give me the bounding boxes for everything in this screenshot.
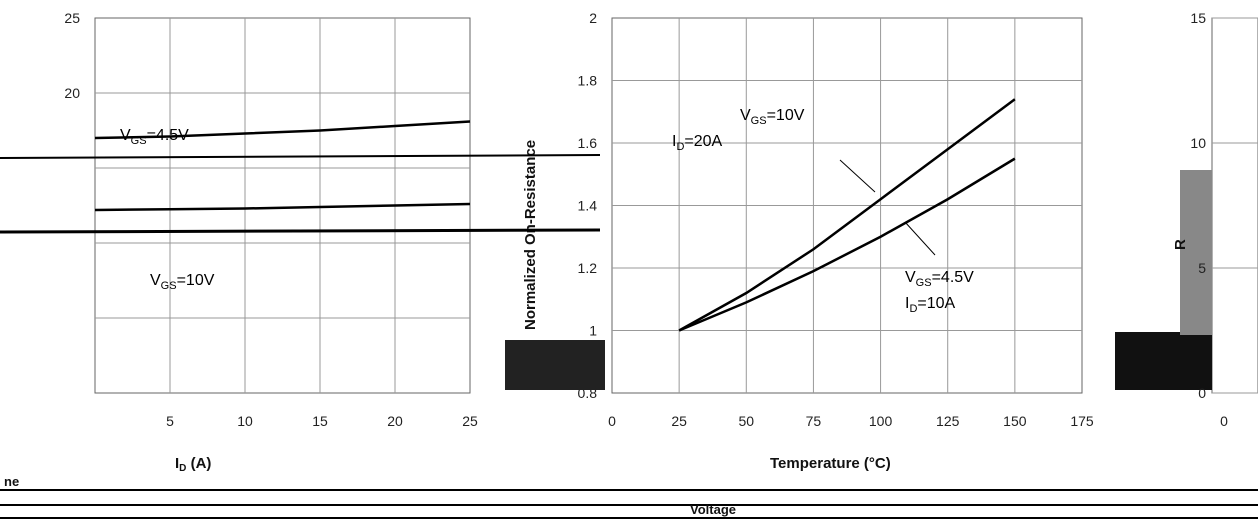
chart-left-x-axis-label: ID (A) xyxy=(175,455,211,474)
chart-middle-y-tick-1: 1.8 xyxy=(578,73,598,89)
chart-middle-series-line-1 xyxy=(678,157,1016,332)
chart-right-dark-block xyxy=(1115,332,1212,390)
chart-left-x-tick-2: 15 xyxy=(312,413,328,429)
chart-middle-series-line-0 xyxy=(678,98,1016,332)
chart-right: 15 10 5 00 R xyxy=(1115,10,1258,429)
chart-middle-y-tick-5: 1 xyxy=(589,323,597,339)
chart-middle-y-tick-2: 1.6 xyxy=(578,135,598,151)
chart-middle-y-tick-0: 2 xyxy=(589,10,597,26)
caption-bottom-word: Voltage xyxy=(690,502,736,517)
chart-middle-x-tick-1: 25 xyxy=(671,413,687,429)
artifact-dark-block xyxy=(505,340,605,390)
chart-right-gray-block xyxy=(1180,170,1212,335)
chart-left-annotation-vgs-4-5v: VGS=4.5V xyxy=(120,127,189,147)
chart-middle-y-tick-4: 1.2 xyxy=(578,260,598,276)
chart-middle-x-tick-4: 100 xyxy=(869,413,893,429)
chart-left-series-line-1 xyxy=(94,202,471,212)
chart-middle-x-tick-3: 75 xyxy=(806,413,822,429)
chart-right-ticks: 15 10 5 00 xyxy=(1190,10,1258,429)
chart-left-x-tick-4: 25 xyxy=(462,413,478,429)
chart-middle-arrow-lower xyxy=(904,221,936,256)
chart-left-series xyxy=(94,120,471,212)
chart-right-y-tick-3: 0 xyxy=(1198,385,1206,401)
chart-middle-annotation-vgs-10v: VGS=10V xyxy=(740,107,805,127)
chart-left-y-tick-0: 25 xyxy=(64,10,80,26)
chart-middle-x-tick-0: 0 xyxy=(608,413,616,429)
chart-left-ticks: 5 10 15 20 25 25 20 xyxy=(64,10,478,429)
artifact-band-2 xyxy=(0,228,601,234)
chart-left: 5 10 15 20 25 25 20 VGS=4.5V VGS=10V ID (A) xyxy=(64,10,478,474)
chart-left-plot-area xyxy=(94,17,471,394)
chart-middle-x-tick-6: 150 xyxy=(1003,413,1027,429)
chart-middle-x-tick-7: 175 xyxy=(1070,413,1094,429)
chart-middle-grid xyxy=(612,18,1082,393)
caption-left-fragment: ne xyxy=(4,474,19,489)
chart-left-x-tick-0: 5 xyxy=(166,413,174,429)
chart-middle-x-tick-2: 50 xyxy=(738,413,754,429)
chart-middle-y-axis-label: Normalized On-Resistance xyxy=(522,140,539,330)
chart-middle-annotation-id-10a: ID=10A xyxy=(905,295,956,315)
chart-left-x-tick-1: 10 xyxy=(237,413,253,429)
chart-right-y-tick-2: 5 xyxy=(1198,260,1206,276)
chart-middle-series xyxy=(678,98,1016,332)
chart-right-x-tick-0: 0 xyxy=(1220,413,1228,429)
chart-middle-annotation-id-20a: ID=20A xyxy=(672,133,723,153)
chart-left-grid xyxy=(95,18,470,393)
chart-middle-y-tick-3: 1.4 xyxy=(578,198,598,214)
chart-middle-x-tick-5: 125 xyxy=(936,413,960,429)
chart-middle-annotation-vgs-4-5v: VGS=4.5V xyxy=(905,269,974,289)
artifact-band-1 xyxy=(0,154,601,159)
chart-right-y-tick-1: 10 xyxy=(1190,135,1206,151)
chart-left-series-line-0 xyxy=(94,120,471,140)
chart-left-y-tick-1: 20 xyxy=(64,85,80,101)
chart-middle-arrow-upper xyxy=(839,159,876,193)
chart-left-x-tick-3: 20 xyxy=(387,413,403,429)
chart-middle-x-axis-label: Temperature (°C) xyxy=(770,455,891,472)
chart-left-annotation-vgs-10v: VGS=10V xyxy=(150,272,215,292)
chart-right-y-tick-0: 15 xyxy=(1190,10,1206,26)
chart-right-y-axis-label: R xyxy=(1172,239,1189,250)
chart-right-plot-area xyxy=(1211,17,1258,394)
